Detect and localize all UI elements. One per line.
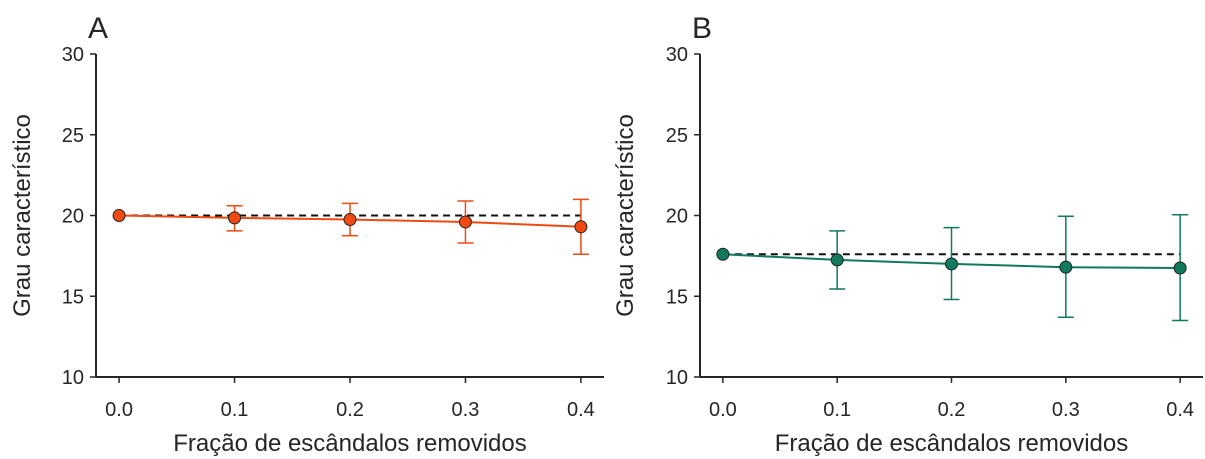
- y-tick-label: 20: [62, 206, 84, 228]
- y-tick-label: 25: [666, 125, 688, 147]
- y-tick-label: 30: [666, 44, 688, 66]
- x-tick-label: 0.3: [452, 399, 480, 421]
- data-point: [716, 247, 730, 261]
- x-axis-label: Fração de escândalos removidos: [173, 430, 527, 457]
- panel-letter: A: [88, 12, 108, 45]
- x-tick-label: 0.4: [1166, 399, 1194, 421]
- x-tick-label: 0.1: [221, 399, 249, 421]
- y-tick-label: 10: [666, 367, 688, 389]
- y-tick-label: 10: [62, 367, 84, 389]
- data-point: [458, 215, 472, 229]
- y-tick-label: 15: [62, 286, 84, 308]
- x-tick-label: 0.0: [105, 399, 133, 421]
- panel-letter: B: [692, 12, 712, 45]
- chart-panel-b: 10 15 20 25 30 0.0 0.1 0.2 0.3 0.4 Fração de escân…: [612, 12, 1203, 457]
- data-point: [945, 257, 958, 271]
- x-tick-label: 0.0: [709, 399, 737, 421]
- x-tick-label: 0.3: [1052, 399, 1080, 421]
- x-tick-label: 0.1: [823, 399, 851, 421]
- chart-panel-a: 10 15 20 25 30 0.0 0.1 0.2 0.3 0.4 Fração de escân…: [9, 12, 604, 457]
- data-point: [228, 211, 242, 225]
- x-axis-label: Fração de escândalos removidos: [775, 430, 1129, 457]
- y-tick-label: 30: [62, 44, 84, 66]
- data-point: [112, 209, 126, 222]
- y-tick-label: 20: [666, 206, 688, 228]
- x-tick-label: 0.2: [938, 399, 966, 421]
- x-tick-label: 0.2: [336, 399, 364, 421]
- data-point: [830, 253, 844, 267]
- y-tick-label: 15: [666, 286, 688, 308]
- x-tick-label: 0.4: [567, 399, 595, 421]
- data-point: [343, 213, 357, 227]
- data-point: [1173, 261, 1187, 275]
- data-point: [574, 220, 588, 234]
- y-axis-label: Grau característico: [9, 114, 36, 317]
- y-axis-label: Grau característico: [612, 114, 639, 317]
- data-point: [1059, 260, 1073, 274]
- y-tick-label: 25: [62, 125, 84, 147]
